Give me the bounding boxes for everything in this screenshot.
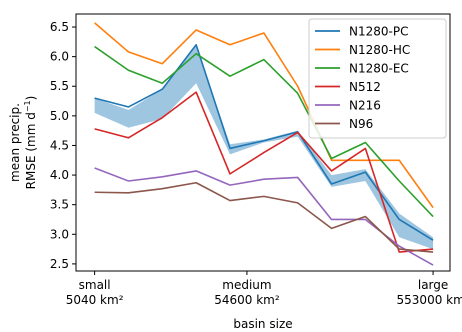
legend-label-n1280-pc: N1280-PC bbox=[349, 25, 408, 39]
legend-label-n1280-ec: N1280-EC bbox=[349, 62, 409, 76]
legend-label-n1280-hc: N1280-HC bbox=[349, 43, 410, 57]
x-tick-label-medium: medium bbox=[222, 278, 271, 292]
y-axis-label-line1: mean precip. bbox=[8, 103, 22, 182]
x-tick-sublabel-medium: 54600 km² bbox=[214, 293, 280, 307]
y-tick-label: 4.0 bbox=[50, 168, 69, 182]
series-line-n1280-hc bbox=[94, 22, 434, 209]
legend-label-n512: N512 bbox=[349, 80, 381, 94]
x-axis-label: basin size bbox=[233, 317, 292, 331]
y-tick-label: 4.5 bbox=[50, 138, 69, 152]
y-tick-label: 2.5 bbox=[50, 257, 69, 271]
y-axis-label-text: RMSE (mm d bbox=[24, 112, 38, 189]
series-line-n512 bbox=[94, 91, 434, 253]
series-line-n216 bbox=[94, 167, 434, 266]
legend-box bbox=[308, 18, 447, 139]
legend: N1280-PC N1280-HC N1280-EC N512 N216 N96 bbox=[308, 18, 447, 139]
y-axis-label-exponent: −1 bbox=[23, 100, 32, 112]
band-n1280-pc bbox=[94, 44, 434, 250]
x-tick-sublabel-large: 553000 km² bbox=[397, 293, 462, 307]
legend-label-n96: N96 bbox=[349, 117, 373, 131]
y-tick-label: 3.5 bbox=[50, 198, 69, 212]
y-tick-label: 5.5 bbox=[50, 79, 69, 93]
x-tick-label-small: small bbox=[79, 278, 111, 292]
series-line-n1280-ec bbox=[94, 45, 434, 218]
y-axis-label-line2: RMSE (mm d−1) bbox=[23, 96, 38, 190]
axes-frame bbox=[75, 13, 451, 272]
series-line-n1280-pc bbox=[94, 43, 434, 241]
y-tick-label: 6.0 bbox=[50, 50, 69, 64]
x-tick-label-large: large bbox=[418, 278, 448, 292]
series-line-n96 bbox=[94, 181, 434, 253]
x-tick-sublabel-small: 5040 km² bbox=[66, 293, 124, 307]
legend-label-n216: N216 bbox=[349, 99, 381, 113]
plot-area bbox=[94, 22, 434, 266]
y-axis-label-close: ) bbox=[24, 96, 38, 101]
y-axis-ticks: 2.5 3.0 3.5 4.0 4.5 5.0 5.5 6.0 6.5 bbox=[50, 20, 76, 271]
y-tick-label: 5.0 bbox=[50, 109, 69, 123]
y-tick-label: 6.5 bbox=[50, 20, 69, 34]
y-tick-label: 3.0 bbox=[50, 227, 69, 241]
